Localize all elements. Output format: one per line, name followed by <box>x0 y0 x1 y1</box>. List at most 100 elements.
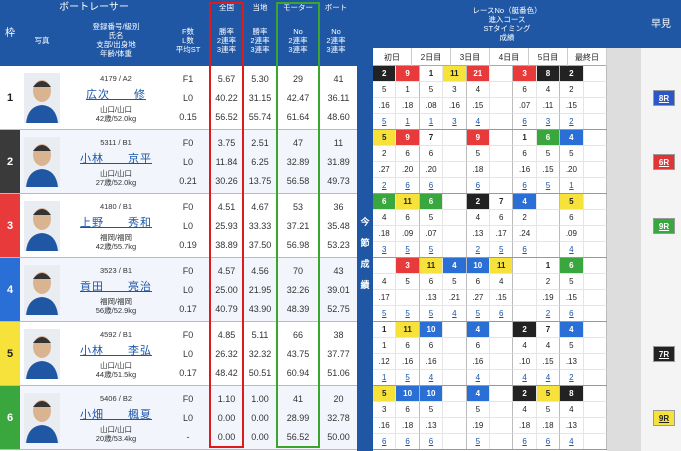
result-link[interactable]: 3 <box>443 114 467 130</box>
result-cell: .24 <box>513 226 537 242</box>
result-link[interactable]: 6 <box>419 434 444 450</box>
racer-name-link[interactable]: 小林 京平 <box>80 152 152 165</box>
hayami-race-link[interactable]: 9R <box>653 218 675 234</box>
result-link[interactable]: 5 <box>419 306 444 322</box>
result-link[interactable] <box>443 370 467 386</box>
result-link[interactable]: 5 <box>373 114 397 130</box>
result-link[interactable] <box>490 370 514 386</box>
result-link[interactable]: 4 <box>466 370 490 386</box>
result-link[interactable]: 2 <box>560 114 584 130</box>
racer-reg: 4180 / B1 <box>99 201 133 211</box>
result-link[interactable]: 4 <box>419 370 444 386</box>
result-link[interactable]: 6 <box>513 114 537 130</box>
result-link[interactable] <box>490 178 514 194</box>
result-cell: .16 <box>419 354 444 370</box>
racer-name-link[interactable]: 上野 秀和 <box>80 216 152 229</box>
result-cell: 2 <box>373 66 397 82</box>
stat-value: 4.57 <box>217 266 236 277</box>
result-link[interactable]: 5 <box>536 178 561 194</box>
result-link[interactable] <box>443 178 467 194</box>
stat-value: 5.30 <box>251 74 269 85</box>
result-link[interactable]: 6 <box>373 434 397 450</box>
result-link[interactable]: 6 <box>513 178 537 194</box>
result-link[interactable] <box>443 434 467 450</box>
stat-bt: 43 39.01 52.75 <box>320 262 357 318</box>
racer-age-weight: 27歳/52.0kg <box>95 177 137 187</box>
racer-branch: 山口/山口 <box>99 424 133 434</box>
result-link[interactable]: 5 <box>396 306 420 322</box>
racer-name-link[interactable]: 小林 李弘 <box>80 344 152 357</box>
result-link[interactable]: 6 <box>490 306 514 322</box>
hayami-race-link[interactable]: 9R <box>653 410 675 426</box>
stat-value: 0.21 <box>179 175 197 186</box>
result-link[interactable]: 5 <box>419 242 444 258</box>
result-link[interactable]: 4 <box>466 114 490 130</box>
stat-fl: F0 L0 - <box>168 390 208 446</box>
result-link[interactable]: 4 <box>560 434 584 450</box>
result-link[interactable]: 4 <box>560 242 584 258</box>
result-cell: .16 <box>373 98 397 114</box>
result-link[interactable]: 1 <box>419 114 444 130</box>
result-link[interactable]: 6 <box>396 434 420 450</box>
hayami-race-link[interactable]: 6R <box>653 154 675 170</box>
result-link[interactable]: 6 <box>396 178 420 194</box>
result-cell <box>583 66 607 82</box>
hayami-race-link[interactable]: 8R <box>653 90 675 106</box>
result-link[interactable]: 6 <box>466 178 490 194</box>
result-link[interactable]: 2 <box>536 306 561 322</box>
result-link[interactable]: 5 <box>396 242 420 258</box>
result-link[interactable] <box>583 178 607 194</box>
result-link[interactable]: 6 <box>536 434 561 450</box>
stat-value: L0 <box>182 220 193 231</box>
result-cell <box>490 322 514 338</box>
result-link[interactable]: 6 <box>513 242 537 258</box>
result-link[interactable]: 1 <box>560 178 584 194</box>
result-link[interactable] <box>513 306 537 322</box>
result-link[interactable]: 4 <box>536 370 561 386</box>
result-link[interactable]: 5 <box>490 242 514 258</box>
result-link[interactable]: 4 <box>443 306 467 322</box>
result-link[interactable]: 5 <box>396 370 420 386</box>
hayami-race-link[interactable]: 7R <box>653 346 675 362</box>
result-link[interactable] <box>583 306 607 322</box>
stat-fl: F1 L0 0.15 <box>168 70 208 126</box>
result-link[interactable]: 6 <box>560 306 584 322</box>
result-link[interactable]: 5 <box>373 306 397 322</box>
result-cell: 4 <box>466 82 490 98</box>
result-link[interactable]: 6 <box>513 434 537 450</box>
result-cell: 3 <box>373 402 397 418</box>
result-link[interactable]: 3 <box>373 242 397 258</box>
result-link[interactable]: 2 <box>560 370 584 386</box>
result-link[interactable] <box>490 434 514 450</box>
result-link[interactable] <box>583 114 607 130</box>
stat-value: 1.10 <box>217 394 236 405</box>
stat-value: 43.75 <box>286 348 310 359</box>
racer-name-link[interactable]: 小畑 楓夏 <box>80 408 152 421</box>
racer-name-link[interactable]: 広次 修 <box>86 88 146 101</box>
stat-value: 53 <box>292 202 303 213</box>
result-link[interactable] <box>583 370 607 386</box>
result-link[interactable]: 2 <box>466 242 490 258</box>
racer-name-link[interactable]: 貢田 亮治 <box>80 280 152 293</box>
result-link[interactable] <box>583 434 607 450</box>
result-link[interactable]: 2 <box>373 178 397 194</box>
result-link[interactable]: 6 <box>419 178 444 194</box>
result-link[interactable]: 5 <box>466 306 490 322</box>
result-cell: 10 <box>396 386 420 402</box>
result-link[interactable]: 3 <box>536 114 561 130</box>
result-cell: .20 <box>419 162 444 178</box>
result-link[interactable]: 5 <box>466 434 490 450</box>
result-cell: .18 <box>466 162 490 178</box>
result-cell <box>536 194 561 210</box>
result-link[interactable] <box>583 242 607 258</box>
result-link[interactable] <box>443 242 467 258</box>
result-link[interactable]: 1 <box>396 114 420 130</box>
result-cell <box>583 210 607 226</box>
result-cell: 6 <box>419 146 444 162</box>
racer-row <box>20 386 357 450</box>
stat-bt: 36 35.48 53.23 <box>320 198 357 254</box>
result-link[interactable]: 1 <box>373 370 397 386</box>
result-link[interactable] <box>490 114 514 130</box>
result-link[interactable]: 4 <box>513 370 537 386</box>
result-link[interactable] <box>536 242 561 258</box>
